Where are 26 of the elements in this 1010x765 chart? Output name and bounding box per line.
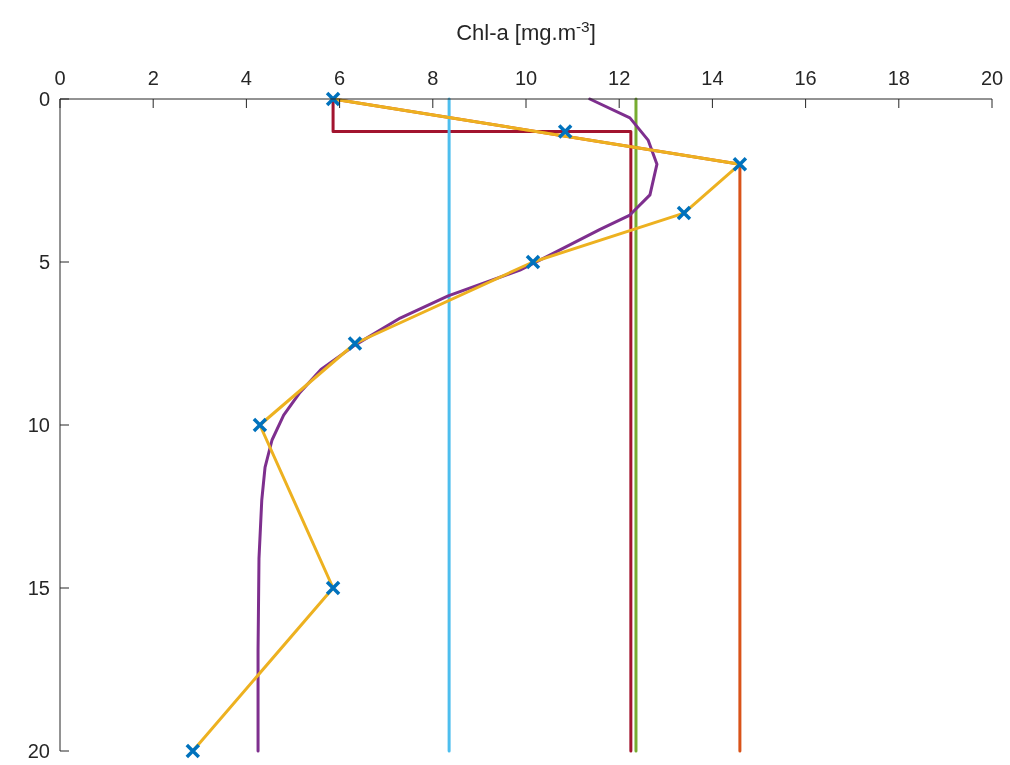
point xyxy=(325,580,341,596)
x-tick-label: 10 xyxy=(514,67,538,89)
point xyxy=(557,123,573,140)
x-tick-label: 20 xyxy=(980,67,1004,89)
y-tick-label: 5 xyxy=(38,251,50,273)
x-tick-label: 0 xyxy=(54,67,66,89)
x-tick-label: 8 xyxy=(427,67,439,89)
point xyxy=(347,335,363,352)
y-tick-label: 0 xyxy=(38,88,50,110)
point xyxy=(252,417,268,433)
x-axis-title: Chl-a [mg.m$^{-3}$] xyxy=(456,17,596,45)
point xyxy=(525,254,541,270)
y-tick-label: 15 xyxy=(27,577,50,599)
point xyxy=(325,91,341,107)
x-tick-label: 18 xyxy=(887,67,910,89)
x-tick-label: 16 xyxy=(794,67,817,89)
point xyxy=(185,743,201,759)
x-tick-label: 2 xyxy=(147,67,159,89)
point xyxy=(676,205,692,221)
x-tick-label: 4 xyxy=(240,67,252,89)
point xyxy=(732,156,748,172)
x-tick-label: 6 xyxy=(334,67,346,89)
x-tick-label: 14 xyxy=(701,67,724,89)
y-tick-label: 20 xyxy=(27,740,50,762)
x-tick-label: 12 xyxy=(608,67,631,89)
y-tick-label: 10 xyxy=(27,414,50,436)
